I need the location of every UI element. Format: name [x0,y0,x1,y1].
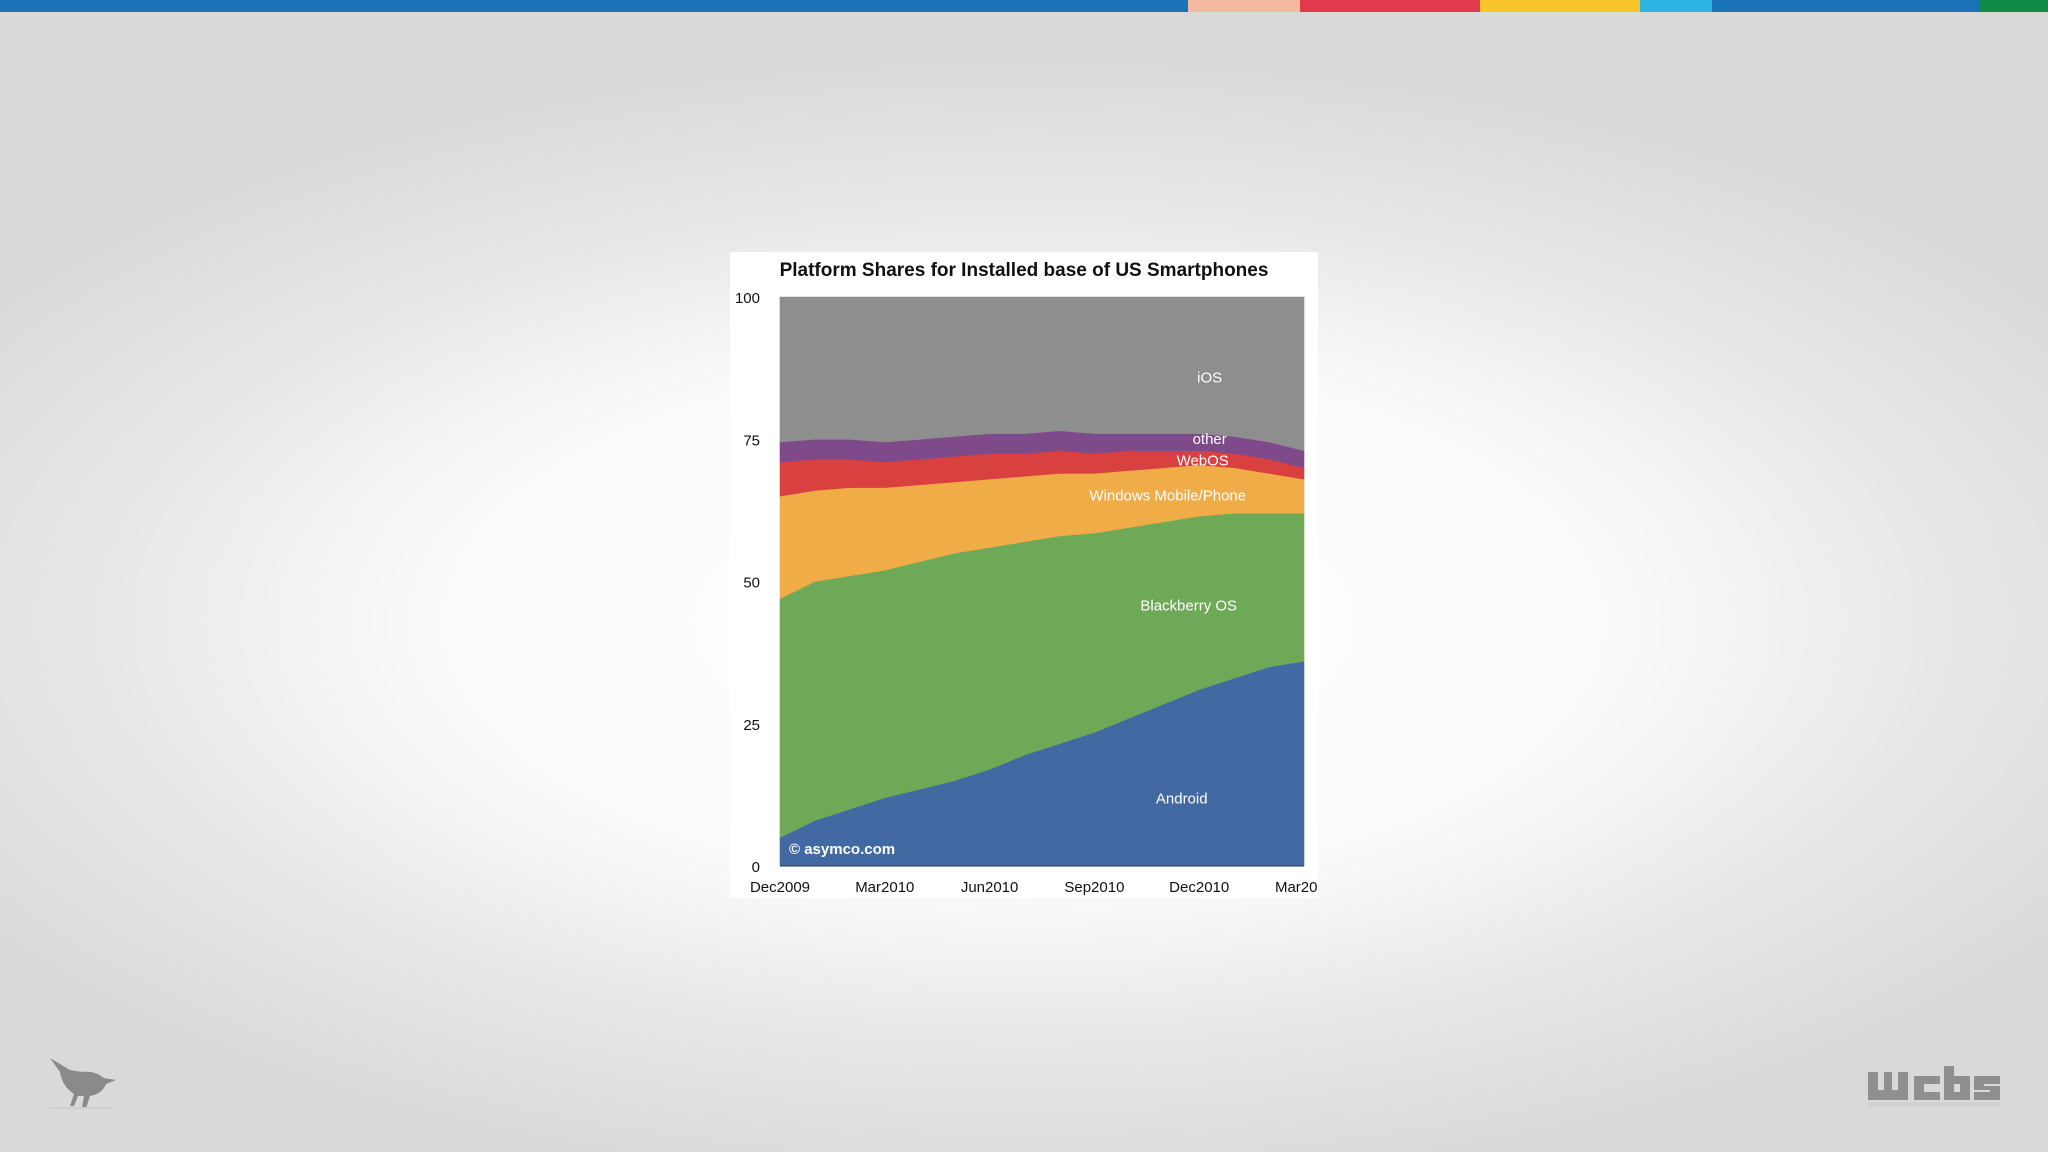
area-ios [779,296,1305,451]
y-tick-label: 75 [743,432,760,449]
wds-logo-icon [1868,1066,2000,1106]
chart-title: Platform Shares for Installed base of US… [779,260,1269,281]
y-tick-label: 0 [752,859,760,876]
series-label: other [1193,431,1227,448]
chart-card: Platform Shares for Installed base of US… [730,252,1318,898]
top-bar-segment [1300,0,1480,12]
series-label: Windows Mobile/Phone [1089,488,1246,505]
series-label: Android [1156,791,1208,808]
top-bar-segment [1712,0,1980,12]
x-tick-label: Mar2011 [1275,879,1318,896]
top-color-bar [0,0,2048,12]
x-tick-label: Jun2010 [961,879,1019,896]
y-tick-label: 100 [735,290,760,307]
top-bar-segment [1640,0,1712,12]
watermark-label: © asymco.com [789,841,895,858]
top-bar-segment [1480,0,1640,12]
bird-logo-icon [50,1058,116,1109]
y-tick-label: 50 [743,575,760,592]
top-bar-segment [1980,0,2048,12]
series-label: iOS [1197,370,1222,387]
series-label: WebOS [1177,453,1229,470]
x-tick-label: Dec2009 [750,879,810,896]
top-bar-segment [0,0,1188,12]
top-bar-segment [1188,0,1300,12]
y-tick-label: 25 [743,717,760,734]
x-tick-label: Mar2010 [855,879,914,896]
stacked-area-chart: 0 25 50 75 100 Dec2009 Mar2010 Jun2010 Sep2010 De… [735,290,1318,896]
x-tick-label: Dec2010 [1169,879,1229,896]
x-tick-label: Sep2010 [1064,879,1124,896]
series-label: Blackberry OS [1140,597,1237,614]
